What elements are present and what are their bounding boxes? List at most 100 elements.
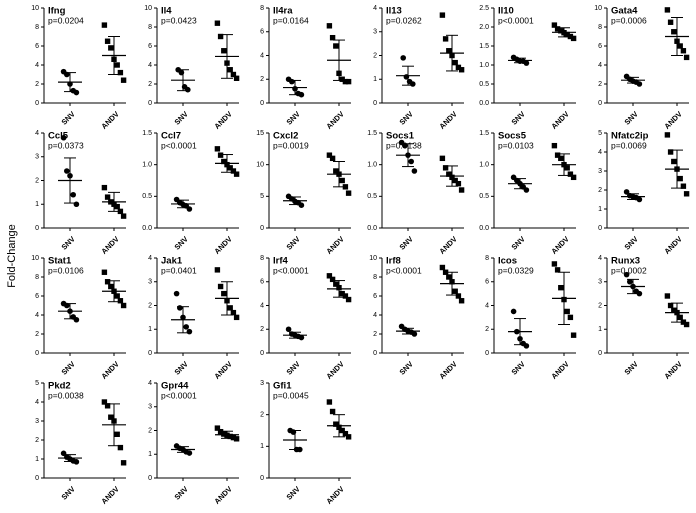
data-point	[342, 184, 349, 190]
y-tick-label: 1	[148, 451, 152, 458]
p-value: p=0.0401	[161, 265, 197, 275]
data-point	[227, 165, 233, 171]
y-tick-label: 4	[598, 62, 602, 69]
p-value: p<0.0001	[386, 265, 422, 275]
x-tick-label: ANDV	[324, 359, 345, 380]
y-tick-label: 2	[260, 76, 264, 83]
y-tick-label: 8	[485, 255, 489, 262]
data-point	[345, 434, 352, 440]
data-point	[664, 7, 671, 13]
data-point	[329, 34, 336, 41]
y-tick-label: 1	[598, 206, 602, 213]
data-point	[221, 290, 227, 297]
data-point	[680, 319, 687, 325]
y-tick-label: 2	[35, 331, 39, 338]
data-point	[446, 171, 452, 177]
y-tick-label: 0.5	[367, 193, 377, 200]
panel-title: Irf8	[386, 256, 401, 267]
data-point	[458, 187, 465, 193]
data-point	[114, 431, 120, 437]
data-point	[221, 158, 227, 165]
data-point	[442, 165, 449, 171]
y-tick-label: 0.0	[367, 225, 377, 232]
y-tick-label: 2	[148, 81, 152, 88]
data-point	[452, 177, 458, 184]
data-point	[101, 269, 108, 275]
y-tick-label: 0	[485, 350, 489, 357]
panel-title: Cxcl2	[273, 131, 298, 142]
y-tick-label: 3	[35, 418, 39, 425]
y-tick-label: 4	[35, 130, 39, 137]
x-tick-label: SNV	[623, 109, 640, 126]
data-point	[567, 33, 574, 40]
data-point	[120, 213, 127, 219]
data-point	[329, 276, 336, 283]
y-tick-label: 5	[260, 193, 264, 200]
y-tick-label: 0	[148, 350, 152, 357]
y-tick-label: 2	[373, 331, 377, 338]
data-point	[345, 78, 352, 85]
y-tick-label: 6	[373, 293, 377, 300]
p-value: p=0.0019	[273, 140, 309, 150]
panel-title: Nfatc2ip	[611, 131, 649, 142]
x-tick-label: ANDV	[662, 234, 683, 255]
x-tick-label: SNV	[398, 359, 415, 376]
panel-title: Pkd2	[48, 381, 71, 392]
y-tick-label: 2	[260, 326, 264, 333]
y-tick-label: 8	[35, 274, 39, 281]
y-tick-label: 8	[373, 274, 377, 281]
data-point	[339, 177, 345, 184]
data-point	[298, 91, 305, 98]
data-point	[677, 43, 683, 49]
data-point	[455, 180, 462, 187]
x-tick-label: ANDV	[437, 359, 458, 380]
data-point	[326, 399, 333, 405]
data-point	[410, 81, 416, 87]
data-point	[104, 38, 111, 44]
panel-title: Stat1	[48, 256, 72, 267]
data-point	[439, 155, 446, 162]
data-point	[214, 146, 221, 152]
data-point	[285, 326, 292, 333]
x-tick-label: SNV	[60, 484, 77, 501]
y-tick-label: 5	[598, 130, 602, 137]
y-tick-label: 1.5	[142, 130, 152, 137]
y-tick-label: 2	[485, 326, 489, 333]
data-point	[623, 271, 630, 278]
data-point	[101, 399, 108, 405]
y-tick-label: 10	[369, 255, 377, 262]
y-tick-label: 0	[598, 350, 602, 357]
data-point	[442, 269, 449, 275]
y-tick-label: 4	[148, 380, 152, 387]
p-value: p=0.0106	[48, 265, 84, 275]
data-point	[439, 264, 446, 271]
p-value: p=0.0045	[273, 390, 309, 400]
data-point	[185, 86, 191, 93]
data-point	[329, 155, 336, 162]
data-point	[73, 89, 80, 96]
data-point	[677, 314, 683, 321]
data-point	[342, 430, 349, 437]
data-point	[108, 283, 114, 290]
data-point	[683, 54, 690, 61]
y-tick-label: 8	[260, 5, 264, 12]
data-point	[117, 69, 124, 76]
panel-title: Irf4	[273, 256, 289, 267]
y-tick-label: 3	[598, 168, 602, 175]
data-point	[339, 427, 345, 434]
data-point	[326, 23, 333, 29]
y-tick-label: 1.0	[367, 162, 377, 169]
data-point	[551, 142, 558, 149]
x-tick-label: ANDV	[324, 484, 345, 505]
y-tick-label: 2.0	[479, 24, 489, 31]
data-point	[554, 26, 561, 32]
y-tick-label: 0	[35, 350, 39, 357]
y-tick-label: 0	[260, 100, 264, 107]
x-tick-label: SNV	[510, 234, 527, 251]
x-tick-label: ANDV	[549, 109, 570, 130]
